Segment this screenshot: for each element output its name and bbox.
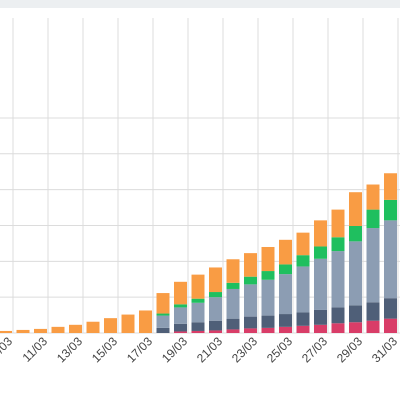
bar-segment — [331, 307, 345, 324]
bar-segment — [209, 267, 222, 293]
bar-segment — [279, 314, 292, 327]
bar-segment — [279, 326, 292, 333]
bar-segment — [174, 323, 187, 332]
bar-segment — [86, 321, 100, 333]
bar-segment — [331, 251, 345, 308]
bar-segment — [209, 320, 222, 331]
bar-segment — [191, 302, 205, 323]
x-tick-label: 25/03 — [264, 334, 295, 365]
bar-segment — [104, 318, 117, 333]
bar-segment — [244, 253, 257, 277]
bar-segment — [314, 220, 327, 247]
grid — [0, 18, 400, 334]
bar-segment — [156, 293, 170, 314]
bar-segment — [244, 316, 257, 329]
bar-segment — [174, 331, 187, 333]
bar-segment — [16, 329, 30, 333]
bars — [0, 173, 397, 333]
bar-segment — [314, 309, 327, 325]
bar-segment — [349, 241, 362, 306]
bar-segment — [174, 307, 187, 324]
bar-segment — [191, 322, 205, 331]
bar-segment — [366, 228, 380, 303]
bar-segment — [209, 330, 222, 333]
top-strip — [0, 0, 400, 8]
bar-segment — [366, 184, 380, 210]
bar-segment — [331, 237, 345, 252]
bar-segment — [226, 259, 240, 283]
x-tick-label: 29/03 — [334, 334, 365, 365]
bar-segment — [244, 328, 257, 333]
bar-segment — [244, 284, 257, 317]
x-tick-label: 31/03 — [369, 334, 400, 365]
bar-segment — [34, 328, 47, 333]
bar-segment — [366, 209, 380, 229]
bar-segment — [226, 288, 240, 319]
bar-segment — [331, 323, 345, 333]
bar-segment — [0, 330, 12, 333]
bar-segment — [279, 264, 292, 275]
bar-segment — [174, 304, 187, 308]
x-axis-ticks: 09/03 11/03 13/03 15/03 17/03 19/03 21/03 23/03… — [0, 334, 400, 365]
bar-segment — [191, 298, 205, 303]
bar-segment — [244, 276, 257, 285]
bar-segment — [51, 326, 65, 333]
bar-segment — [69, 324, 82, 333]
bar-segment — [296, 255, 310, 267]
bar-segment — [261, 327, 275, 333]
bar-segment — [209, 297, 222, 321]
bar-segment — [226, 318, 240, 330]
bar-segment — [174, 281, 187, 305]
bar-segment — [261, 279, 275, 316]
bar-segment — [314, 324, 327, 333]
bar-segment — [349, 322, 362, 333]
bar-segment — [384, 220, 397, 299]
x-tick-label: 15/03 — [89, 334, 120, 365]
bar-segment — [191, 274, 205, 299]
bar-segment — [261, 246, 275, 272]
bar-segment — [156, 315, 170, 328]
bar-segment — [191, 330, 205, 333]
bar-segment — [296, 232, 310, 256]
x-tick-label: 17/03 — [124, 334, 155, 365]
bar-segment — [296, 312, 310, 326]
bar-segment — [139, 310, 152, 333]
bar-segment — [314, 258, 327, 310]
bar-segment — [349, 305, 362, 323]
bar-segment — [156, 313, 170, 316]
bar-segment — [296, 325, 310, 333]
bar-segment — [261, 271, 275, 280]
bar-segment — [121, 314, 135, 333]
bar-segment — [261, 315, 275, 328]
bar-segment — [226, 329, 240, 333]
bar-segment — [331, 209, 345, 238]
x-tick-label: 13/03 — [54, 334, 85, 365]
bar-segment — [384, 199, 397, 221]
bar-segment — [226, 282, 240, 289]
bar-segment — [366, 320, 380, 333]
x-tick-label: 19/03 — [159, 334, 190, 365]
bar-segment — [209, 292, 222, 298]
bar-segment — [384, 298, 397, 319]
bar-segment — [384, 173, 397, 200]
bar-segment — [279, 239, 292, 265]
bar-segment — [279, 274, 292, 315]
bar-segment — [314, 246, 327, 259]
bar-segment — [366, 302, 380, 321]
x-tick-label: 09/03 — [0, 334, 15, 365]
x-tick-label: 27/03 — [299, 334, 330, 365]
x-tick-label: 23/03 — [229, 334, 260, 365]
bar-segment — [349, 192, 362, 226]
bar-segment — [349, 225, 362, 242]
x-tick-label: 11/03 — [20, 334, 51, 365]
x-tick-label: 21/03 — [194, 334, 225, 365]
bar-segment — [156, 327, 170, 333]
bar-segment — [384, 318, 397, 333]
bar-segment — [296, 266, 310, 313]
